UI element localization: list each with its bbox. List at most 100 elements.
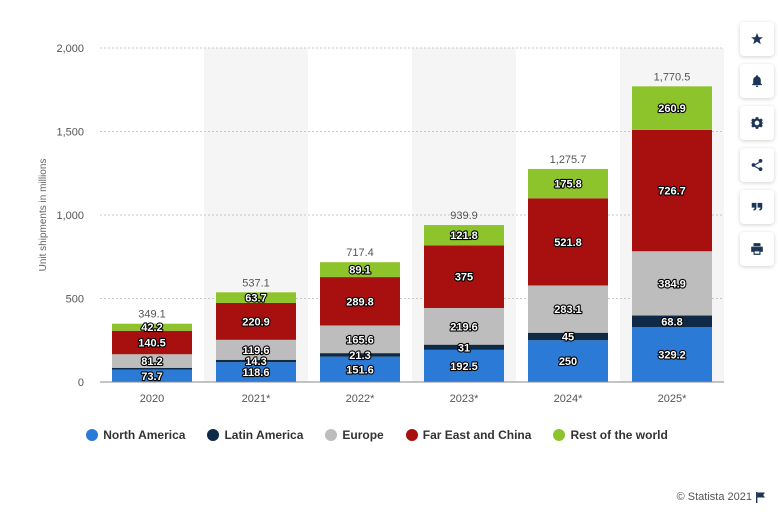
legend-label: Rest of the world [570,428,668,442]
favorite-button[interactable] [740,22,774,56]
y-tick-label: 500 [66,294,84,306]
data-label: 31 [458,342,470,354]
x-tick-label: 2023* [450,393,479,405]
bar-segment [216,362,296,382]
bar-segment [216,292,296,303]
cite-button[interactable] [740,190,774,224]
bar-segment [424,308,504,345]
y-tick-label: 0 [78,377,84,389]
data-label: 151.6 [346,364,374,376]
x-axis: 2020 2021* 2022* 2023* 2024* 2025* [100,381,724,405]
bar-segment [112,330,192,355]
bar-segment [424,344,504,350]
legend-dot [86,429,99,441]
star-icon [751,33,763,45]
data-label: 250 [559,356,577,368]
x-tick-label: 2025* [658,393,687,405]
legend-dot [553,429,566,441]
data-label: 384.9 [658,278,686,290]
quote-icon [751,202,763,211]
data-label: 119.6 [243,345,270,357]
gridlines [100,47,724,299]
legend-item-far-east-and-china[interactable]: Far East and China [405,428,532,442]
bar-segment [320,353,400,357]
data-label: 220.9 [242,316,270,328]
bar-segment [320,262,400,278]
bell-icon [752,75,762,87]
x-tick-label: 2020 [140,393,164,405]
legend-item-latin-america[interactable]: Latin America [207,428,303,442]
bar-segment [528,340,608,382]
legend-dot [405,429,418,441]
legend-dot [207,429,220,441]
data-label: 121.8 [450,230,478,242]
total-label: 939.9 [450,210,478,222]
bar-segment [528,285,608,333]
bar-segment [632,327,712,382]
bar-segment [320,356,400,382]
bar-segment [320,277,400,326]
total-label: 717.4 [346,247,374,259]
data-label: 521.8 [554,237,582,249]
legend-dot [325,429,338,441]
bar-segment [216,339,296,360]
share-icon [751,159,763,171]
data-label: 73.7 [141,371,162,383]
data-label: 726.7 [658,186,686,198]
bar-segment [528,168,608,199]
legend-item-europe[interactable]: Europe [325,428,384,442]
bar-segment [632,251,712,316]
legend-item-rest-of-the-world[interactable]: Rest of the world [553,428,668,442]
y-tick-label: 1,000 [56,210,84,222]
legend-label: Far East and China [422,428,532,442]
data-label: 89.1 [349,265,370,277]
data-label: 14.3 [245,356,266,368]
data-label: 42.2 [141,322,162,334]
notification-button[interactable] [740,64,774,98]
flag-icon [756,491,765,503]
y-tick-label: 1,500 [56,127,84,139]
bar-segment [320,325,400,354]
bar-segment [528,198,608,286]
bar-segment [632,315,712,328]
data-label: 329.2 [658,350,686,362]
data-label: 283.1 [554,304,582,316]
share-button[interactable] [740,148,774,182]
credit-text: © Statista 2021 [676,491,752,503]
bar-segment [528,332,608,341]
total-label: 537.1 [242,277,270,289]
legend-label: Europe [342,428,384,442]
bar-segment [424,349,504,382]
data-label: 289.8 [346,296,374,308]
bar-segment [424,245,504,309]
data-label: 45 [562,331,574,343]
bar-segment [112,323,192,331]
data-label: 63.7 [245,293,266,305]
bar-segment [632,86,712,130]
data-label: 81.2 [141,356,162,368]
chart: 0 500 1,000 1,500 2,000 Unit shipments in mi… [38,43,724,405]
bar-segment [632,129,712,252]
data-label: 68.8 [661,316,682,328]
total-label: 1,275.7 [550,154,587,166]
data-label: 118.6 [243,367,270,379]
x-tick-label: 2021* [242,393,271,405]
gear-icon [750,117,764,129]
total-label: 349.1 [138,309,166,321]
bar-segment [112,369,192,382]
data-label: 175.8 [554,179,582,191]
sidebar-toolbar [740,22,774,266]
y-axis-label: Unit shipments in millions [38,159,49,272]
data-label: 192.5 [450,361,478,373]
settings-button[interactable] [740,106,774,140]
legend-item-north-america[interactable]: North America [86,428,185,442]
x-tick-label: 2022* [346,393,375,405]
data-label: 375 [455,272,473,284]
bar-segment [112,354,192,368]
print-icon [751,243,763,255]
total-label: 1,770.5 [654,71,691,83]
bar-segment [216,359,296,363]
credit[interactable]: © Statista 2021 [677,491,766,503]
print-button[interactable] [740,232,774,266]
